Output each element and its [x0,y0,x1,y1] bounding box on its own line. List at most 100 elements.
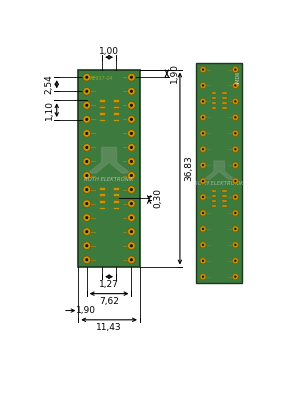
Circle shape [83,256,91,264]
Circle shape [130,132,133,135]
Bar [113,106,119,108]
Circle shape [130,160,133,163]
Circle shape [85,118,88,121]
Circle shape [234,180,236,182]
Circle shape [128,130,135,137]
Circle shape [202,84,204,87]
Circle shape [83,144,91,151]
Circle shape [232,226,239,232]
Text: 1,27: 1,27 [99,280,119,289]
Circle shape [234,164,236,166]
Circle shape [200,274,206,280]
Text: 0,30: 0,30 [154,188,163,208]
Circle shape [234,276,236,278]
Circle shape [232,258,239,264]
Circle shape [234,68,236,71]
Circle shape [200,178,206,184]
Circle shape [200,114,206,120]
Circle shape [85,174,88,177]
Circle shape [232,242,239,248]
Bar [212,205,216,207]
Circle shape [130,174,133,177]
Circle shape [232,114,239,120]
Circle shape [83,88,91,95]
Circle shape [130,118,133,121]
Circle shape [202,132,204,134]
Text: 36,83: 36,83 [184,156,193,181]
Circle shape [200,226,206,232]
Circle shape [83,186,91,194]
Bar [78,70,140,268]
Circle shape [83,172,91,179]
Circle shape [232,146,239,152]
Circle shape [202,164,204,166]
Bar [113,194,119,196]
Text: ROTH ELEKTRONIK: ROTH ELEKTRONIK [194,182,244,186]
Circle shape [85,160,88,163]
Circle shape [130,146,133,149]
Bar [99,200,105,203]
Circle shape [130,258,133,261]
Bar [212,97,216,99]
Bar [113,112,119,115]
Circle shape [85,132,88,135]
Bar [222,97,227,99]
Circle shape [85,76,88,79]
Circle shape [202,196,204,198]
Text: 2,54: 2,54 [44,74,53,94]
Circle shape [85,202,88,205]
Circle shape [232,194,239,200]
Circle shape [130,90,133,93]
Circle shape [128,242,135,250]
Bar [212,107,216,109]
Circle shape [200,130,206,136]
Circle shape [83,200,91,208]
Circle shape [202,244,204,246]
Circle shape [128,88,135,95]
Bar [222,195,227,197]
Circle shape [200,258,206,264]
Circle shape [232,210,239,216]
Circle shape [234,196,236,198]
Text: 7,62: 7,62 [99,297,119,306]
Polygon shape [204,161,235,179]
Bar [222,200,227,202]
Circle shape [232,82,239,88]
Circle shape [85,244,88,247]
Circle shape [128,200,135,208]
Circle shape [202,68,204,71]
Bar [212,102,216,104]
Circle shape [200,66,206,73]
Circle shape [128,186,135,194]
Circle shape [83,214,91,222]
Circle shape [83,242,91,250]
Bar [222,107,227,109]
Circle shape [234,116,236,118]
Circle shape [234,100,236,102]
Circle shape [232,178,239,184]
Text: SMD6: SMD6 [235,71,240,85]
Bar [99,187,105,190]
Circle shape [200,194,206,200]
Circle shape [130,188,133,191]
Bar [99,119,105,121]
Circle shape [202,228,204,230]
Circle shape [232,274,239,280]
Circle shape [128,228,135,236]
Bar [212,190,216,192]
Circle shape [130,76,133,79]
Circle shape [232,66,239,73]
Bar [113,119,119,121]
Circle shape [202,260,204,262]
Text: 1,90: 1,90 [170,64,179,84]
Bar [113,206,119,209]
Circle shape [202,276,204,278]
Circle shape [128,116,135,123]
Circle shape [85,216,88,219]
Bar [113,99,119,102]
Circle shape [85,230,88,233]
Bar [222,205,227,207]
Circle shape [128,144,135,151]
Bar [99,99,105,102]
Bar [113,187,119,190]
